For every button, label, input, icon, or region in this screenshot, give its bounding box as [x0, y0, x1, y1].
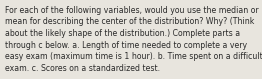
Text: exam. c. Scores on a standardized test.: exam. c. Scores on a standardized test. — [5, 64, 160, 73]
Text: through c below. a. Length of time needed to complete a very: through c below. a. Length of time neede… — [5, 41, 247, 50]
Text: easy exam (maximum time is 1 hour). b. Time spent on a difficult: easy exam (maximum time is 1 hour). b. T… — [5, 52, 262, 61]
Text: mean for describing the center of the distribution? Why? (Think: mean for describing the center of the di… — [5, 17, 254, 26]
Text: For each of the following variables, would you use the median or: For each of the following variables, wou… — [5, 6, 258, 15]
Text: about the likely shape of the distribution.) Complete parts a: about the likely shape of the distributi… — [5, 29, 240, 38]
